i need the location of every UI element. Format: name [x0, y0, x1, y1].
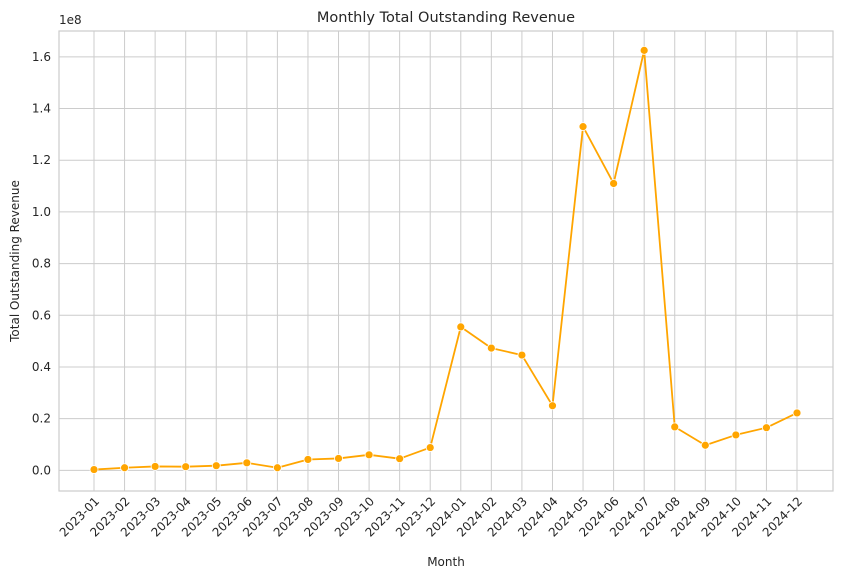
data-point	[334, 454, 343, 463]
y-tick-label: 1.6	[32, 50, 51, 64]
y-offset-label: 1e8	[59, 13, 82, 27]
data-point	[150, 462, 160, 471]
data-point	[609, 179, 619, 188]
y-tick-label: 1.2	[32, 153, 51, 167]
data-point	[639, 45, 649, 55]
y-tick-label: 0.2	[32, 412, 51, 426]
data-point	[578, 122, 588, 132]
y-tick-label: 1.0	[32, 205, 51, 219]
y-tick-label: 0.0	[32, 463, 51, 477]
series-line	[93, 49, 798, 471]
data-point	[486, 343, 496, 353]
data-point	[211, 461, 221, 471]
grid-layer	[59, 31, 833, 491]
data-point	[364, 450, 374, 460]
data-point	[89, 465, 99, 474]
data-point-layer	[89, 45, 802, 474]
x-tick-label-layer: 2023-012023-022023-032023-042023-052023-…	[57, 494, 805, 539]
plot-frame	[58, 30, 834, 492]
data-point	[670, 422, 680, 432]
data-point	[700, 440, 710, 450]
data-point	[792, 408, 802, 418]
data-point	[242, 458, 252, 468]
series-line-layer	[93, 49, 798, 471]
data-point	[272, 463, 282, 473]
x-axis-label: Month	[427, 555, 465, 569]
y-tick-label: 1.4	[32, 102, 51, 116]
y-tick-label: 0.4	[32, 360, 51, 374]
data-point	[120, 463, 129, 473]
data-point	[395, 454, 405, 464]
y-axis-label: Total Outstanding Revenue	[8, 180, 22, 343]
data-point	[303, 455, 313, 464]
data-point	[425, 443, 435, 452]
data-point	[181, 462, 191, 472]
data-point	[517, 350, 527, 360]
y-tick-label: 0.8	[32, 257, 51, 271]
data-point	[731, 430, 741, 440]
chart-title: Monthly Total Outstanding Revenue	[317, 10, 575, 26]
y-tick-label-layer: 0.0 0.2 0.4 0.6 0.8 1.0 1.2 1.4 1.6	[32, 50, 51, 477]
data-point	[762, 423, 771, 433]
y-tick-label: 0.6	[32, 308, 51, 322]
data-point	[548, 401, 557, 411]
data-point	[456, 322, 466, 332]
